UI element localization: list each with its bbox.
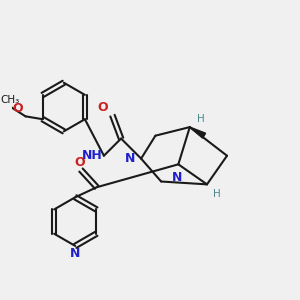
Text: CH₃: CH₃ (0, 95, 20, 105)
Text: N: N (172, 172, 182, 184)
Text: H: H (197, 114, 205, 124)
Text: H: H (213, 189, 220, 199)
Polygon shape (190, 127, 206, 138)
Text: NH: NH (82, 149, 103, 162)
Text: N: N (70, 248, 80, 260)
Text: O: O (98, 101, 108, 114)
Text: N: N (125, 152, 135, 165)
Text: O: O (13, 102, 23, 115)
Text: O: O (74, 156, 85, 169)
